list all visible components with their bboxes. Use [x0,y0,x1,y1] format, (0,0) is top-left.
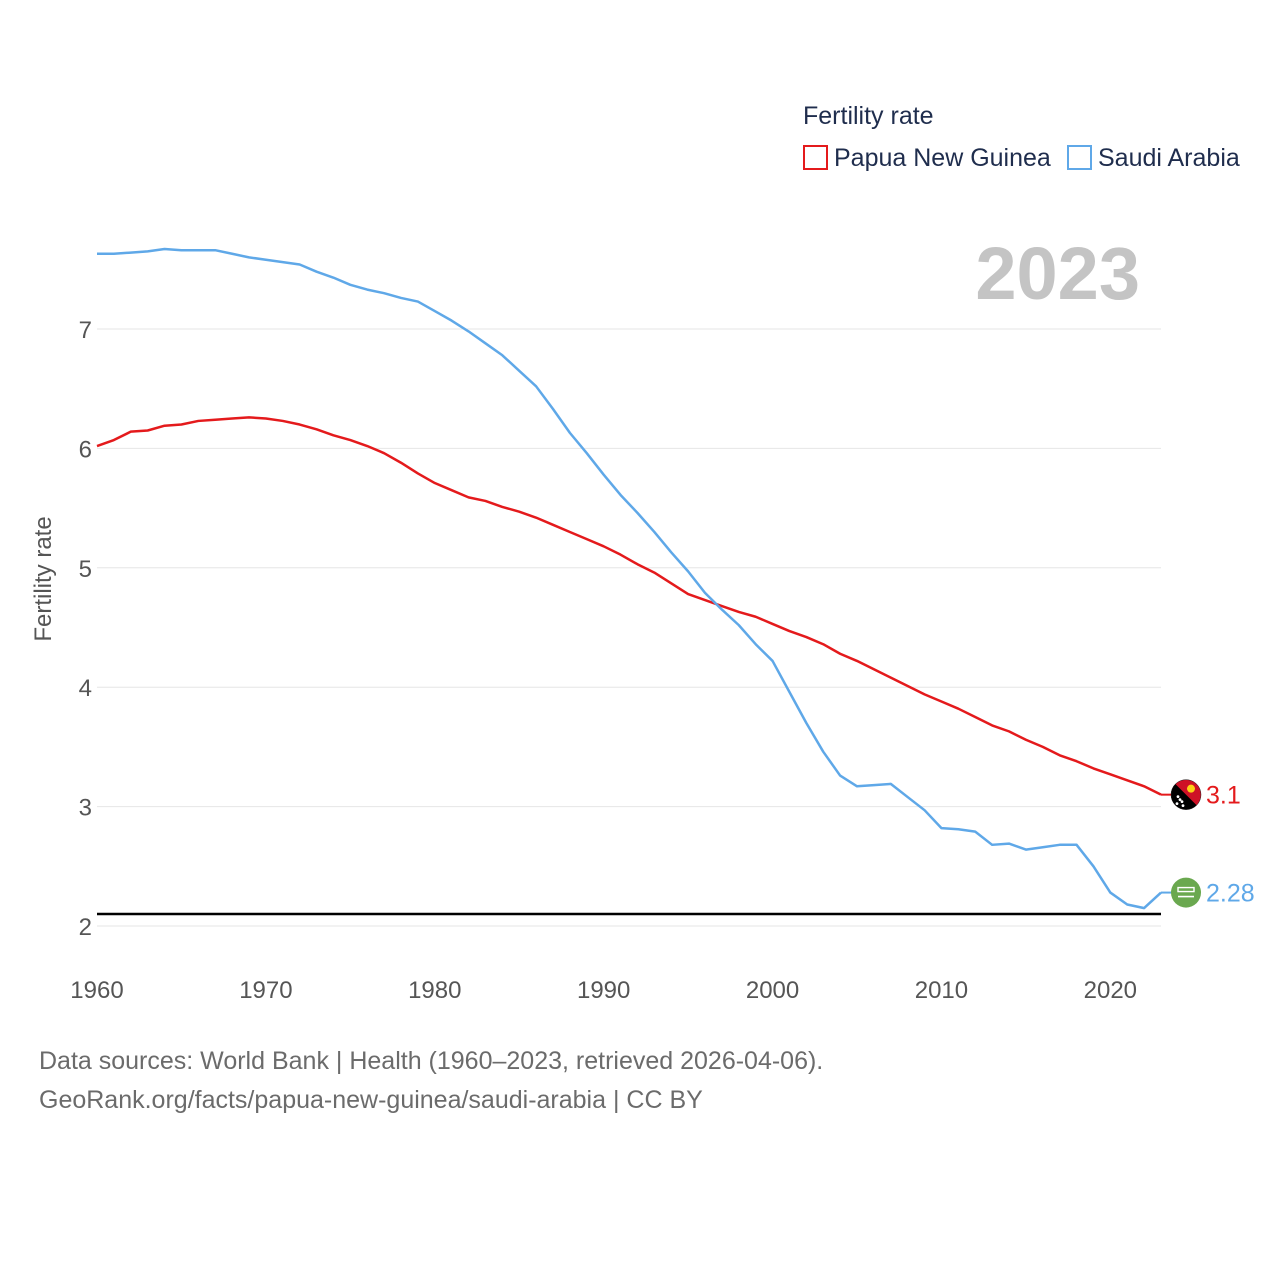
tick-layer: 2 3 4 5 6 7 1960 1970 1980 1990 2000 2010 2020 [70,317,1137,1004]
grid-layer [97,328,1161,927]
x-tick-label: 2000 [746,977,799,1004]
year-display: 2023 [975,232,1140,315]
y-tick-label: 7 [79,317,92,344]
x-tick-label: 1980 [408,977,461,1004]
y-tick-label: 5 [79,556,92,583]
series-layer [96,247,1162,910]
legend-item-papua-new-guinea[interactable]: Papua New Guinea [803,144,1051,172]
end-value-label-papua-new-guinea: 3.1 [1206,782,1241,810]
legend-swatch-saudi-arabia [1067,145,1092,170]
x-tick-label: 1970 [239,977,292,1004]
series-line-saudi-arabia[interactable] [97,247,1162,910]
y-tick-label: 4 [79,675,92,702]
end-value-label-saudi-arabia: 2.28 [1206,880,1255,908]
x-tick-label: 1990 [577,977,630,1004]
x-tick-label: 2010 [915,977,968,1004]
marker-layer: 3.1 2.28 [1161,779,1255,908]
y-tick-label: 3 [79,795,92,822]
y-tick-label: 2 [79,914,92,941]
x-tick-label: 2020 [1084,977,1137,1004]
y-tick-label: 6 [79,436,92,463]
data-source-text: Data sources: World Bank | Health (1960–… [39,1047,823,1075]
legend-title: Fertility rate [803,102,934,130]
saudi-arabia-flag-icon [1171,877,1201,908]
legend-label-papua-new-guinea: Papua New Guinea [834,144,1051,172]
source-url-link[interactable]: GeoRank.org/facts/papua-new-guinea/saudi… [39,1086,703,1114]
y-axis-title: Fertility rate [30,516,57,641]
papua-new-guinea-flag-icon [1170,779,1202,810]
legend-swatch-papua-new-guinea [803,145,828,170]
legend-label-saudi-arabia: Saudi Arabia [1098,144,1240,172]
series-line-papua-new-guinea[interactable] [96,416,1162,796]
x-tick-label: 1960 [70,977,123,1004]
legend-item-saudi-arabia[interactable]: Saudi Arabia [1067,144,1240,172]
